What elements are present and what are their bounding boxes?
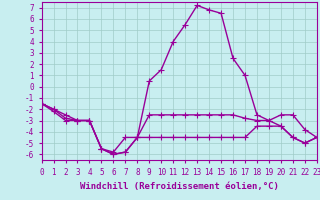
X-axis label: Windchill (Refroidissement éolien,°C): Windchill (Refroidissement éolien,°C) [80, 182, 279, 191]
